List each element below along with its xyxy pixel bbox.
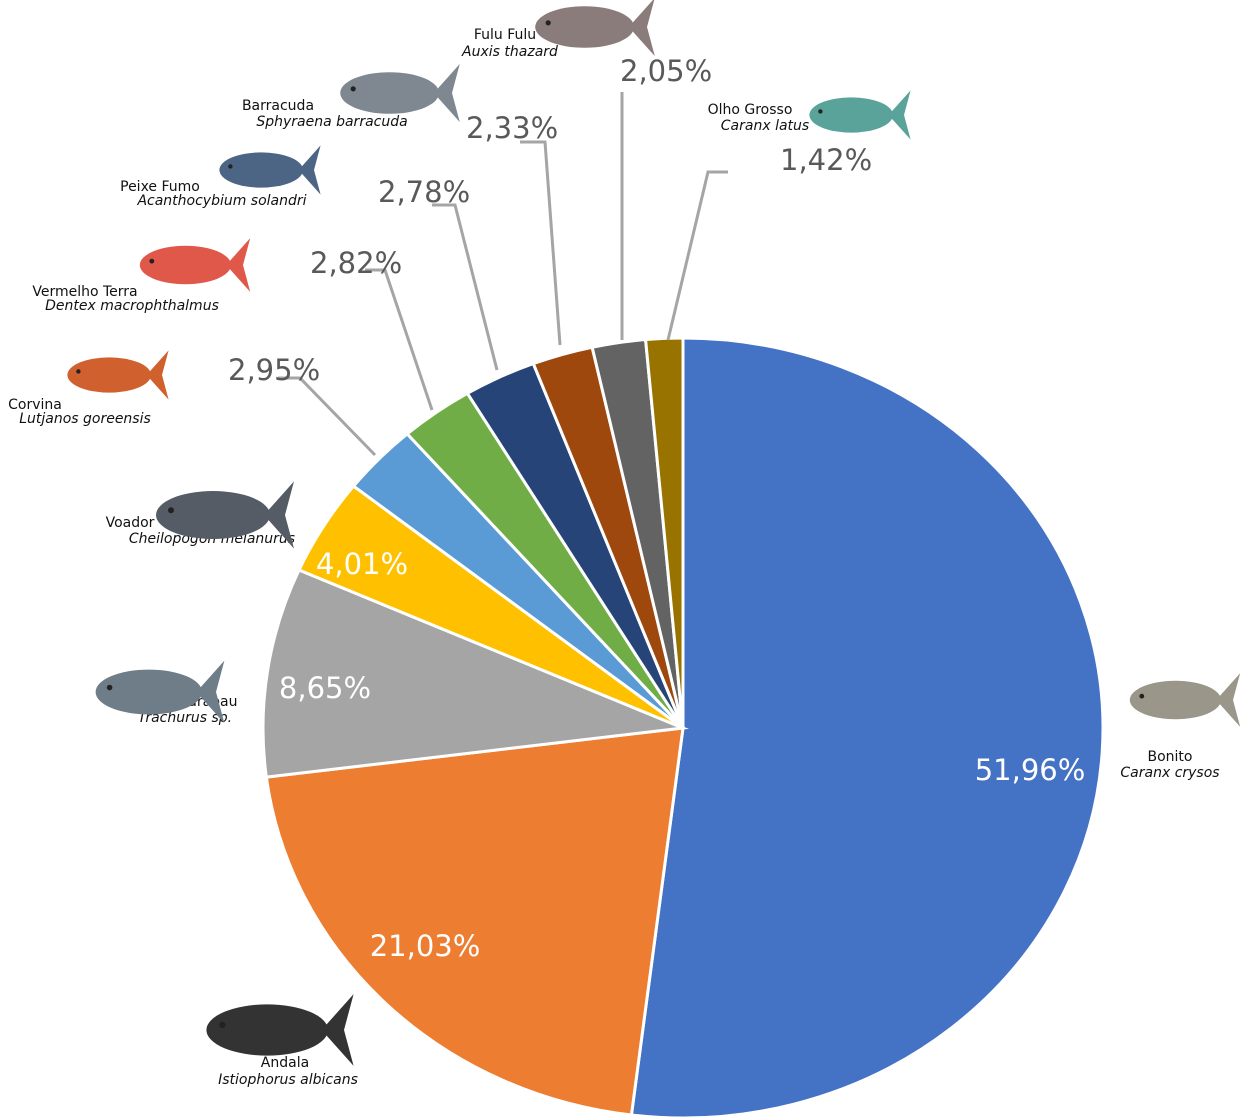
fish-icon: [535, 0, 655, 57]
fish-tail: [196, 660, 225, 724]
fish-tail: [433, 63, 460, 123]
fish-icon: [156, 481, 294, 549]
fish-tail: [226, 238, 251, 292]
fish-icon: [1129, 673, 1241, 727]
leader-line: [666, 170, 728, 341]
fish-eye: [219, 1021, 226, 1029]
fish-eye: [350, 86, 356, 92]
leader-line: [278, 376, 377, 457]
scientific-name: Caranx latus: [721, 118, 809, 134]
scientific-name: Istiophorus albicans: [218, 1072, 358, 1088]
value-label: 8,65%: [279, 671, 371, 705]
fish-body: [535, 6, 634, 48]
fish-tail: [628, 0, 655, 57]
fish-eye: [228, 164, 233, 169]
value-label: 21,03%: [370, 929, 481, 963]
fish-body: [95, 669, 202, 715]
fish-eye: [818, 109, 823, 114]
fish-eye: [106, 684, 113, 691]
fish-icon: [95, 660, 225, 724]
fish-eye: [168, 507, 174, 514]
fish-eye: [149, 258, 155, 264]
fish-icon: [139, 238, 251, 292]
pie-slice: [629, 336, 1105, 1119]
category-label: Bonito: [1148, 749, 1193, 765]
value-label: 2,95%: [228, 353, 320, 387]
scientific-name: Auxis thazard: [461, 44, 558, 60]
category-label: Corvina: [8, 397, 62, 413]
fish-body: [206, 1004, 328, 1056]
category-label: Voador: [106, 515, 155, 531]
fish-tail: [321, 994, 354, 1066]
value-label: 51,96%: [975, 753, 1086, 787]
fish-tail: [264, 481, 294, 549]
scientific-name: Caranx crysos: [1120, 765, 1219, 781]
fish-tail: [298, 145, 321, 195]
fish-icon: [219, 145, 321, 195]
value-label: 2,78%: [378, 175, 470, 209]
fish-eye: [1139, 693, 1145, 699]
leader-line: [520, 140, 562, 346]
fish-icon: [340, 63, 460, 123]
fish-icon: [67, 350, 169, 400]
leader-line: [365, 268, 434, 411]
fish-icon: [206, 994, 354, 1066]
pie-slice: [643, 336, 685, 729]
scientific-name: Acanthocybium solandri: [136, 193, 306, 209]
fish-icon: [809, 90, 911, 140]
fish-body: [340, 72, 439, 114]
scientific-name: Sphyraena barracuda: [256, 114, 407, 130]
fish-body: [156, 491, 270, 539]
category-label: Andala: [261, 1055, 309, 1071]
category-label: Olho Grosso: [708, 102, 793, 118]
scientific-name: Lutjanos goreensis: [19, 411, 151, 427]
fish-eye: [76, 369, 81, 374]
category-label: Vermelho Terra: [32, 284, 137, 300]
category-label: Peixe Fumo: [120, 179, 200, 195]
value-label: 4,01%: [316, 547, 408, 581]
fish-tail: [1216, 673, 1241, 727]
fish-body: [139, 245, 231, 285]
leader-line: [432, 203, 499, 371]
pie-slice: [261, 568, 689, 779]
fish-body: [809, 97, 893, 133]
fish-body: [219, 152, 303, 188]
fish-tail: [146, 350, 169, 400]
fish-tail: [888, 90, 911, 140]
fish-body: [67, 357, 151, 393]
value-label: 1,42%: [780, 143, 872, 177]
pie-slice: [264, 726, 685, 1117]
scientific-name: Trachurus sp.: [138, 710, 232, 726]
category-label: Fulu Fulu: [474, 27, 536, 43]
category-label: Barracuda: [242, 98, 314, 114]
value-label: 2,05%: [620, 54, 712, 88]
fish-body: [1129, 680, 1221, 720]
value-label: 2,82%: [310, 246, 402, 280]
scientific-name: Dentex macrophthalmus: [45, 298, 219, 314]
fish-eye: [545, 20, 551, 26]
value-label: 2,33%: [466, 111, 558, 145]
scientific-name: Cheilopogon melanurus: [129, 531, 295, 547]
